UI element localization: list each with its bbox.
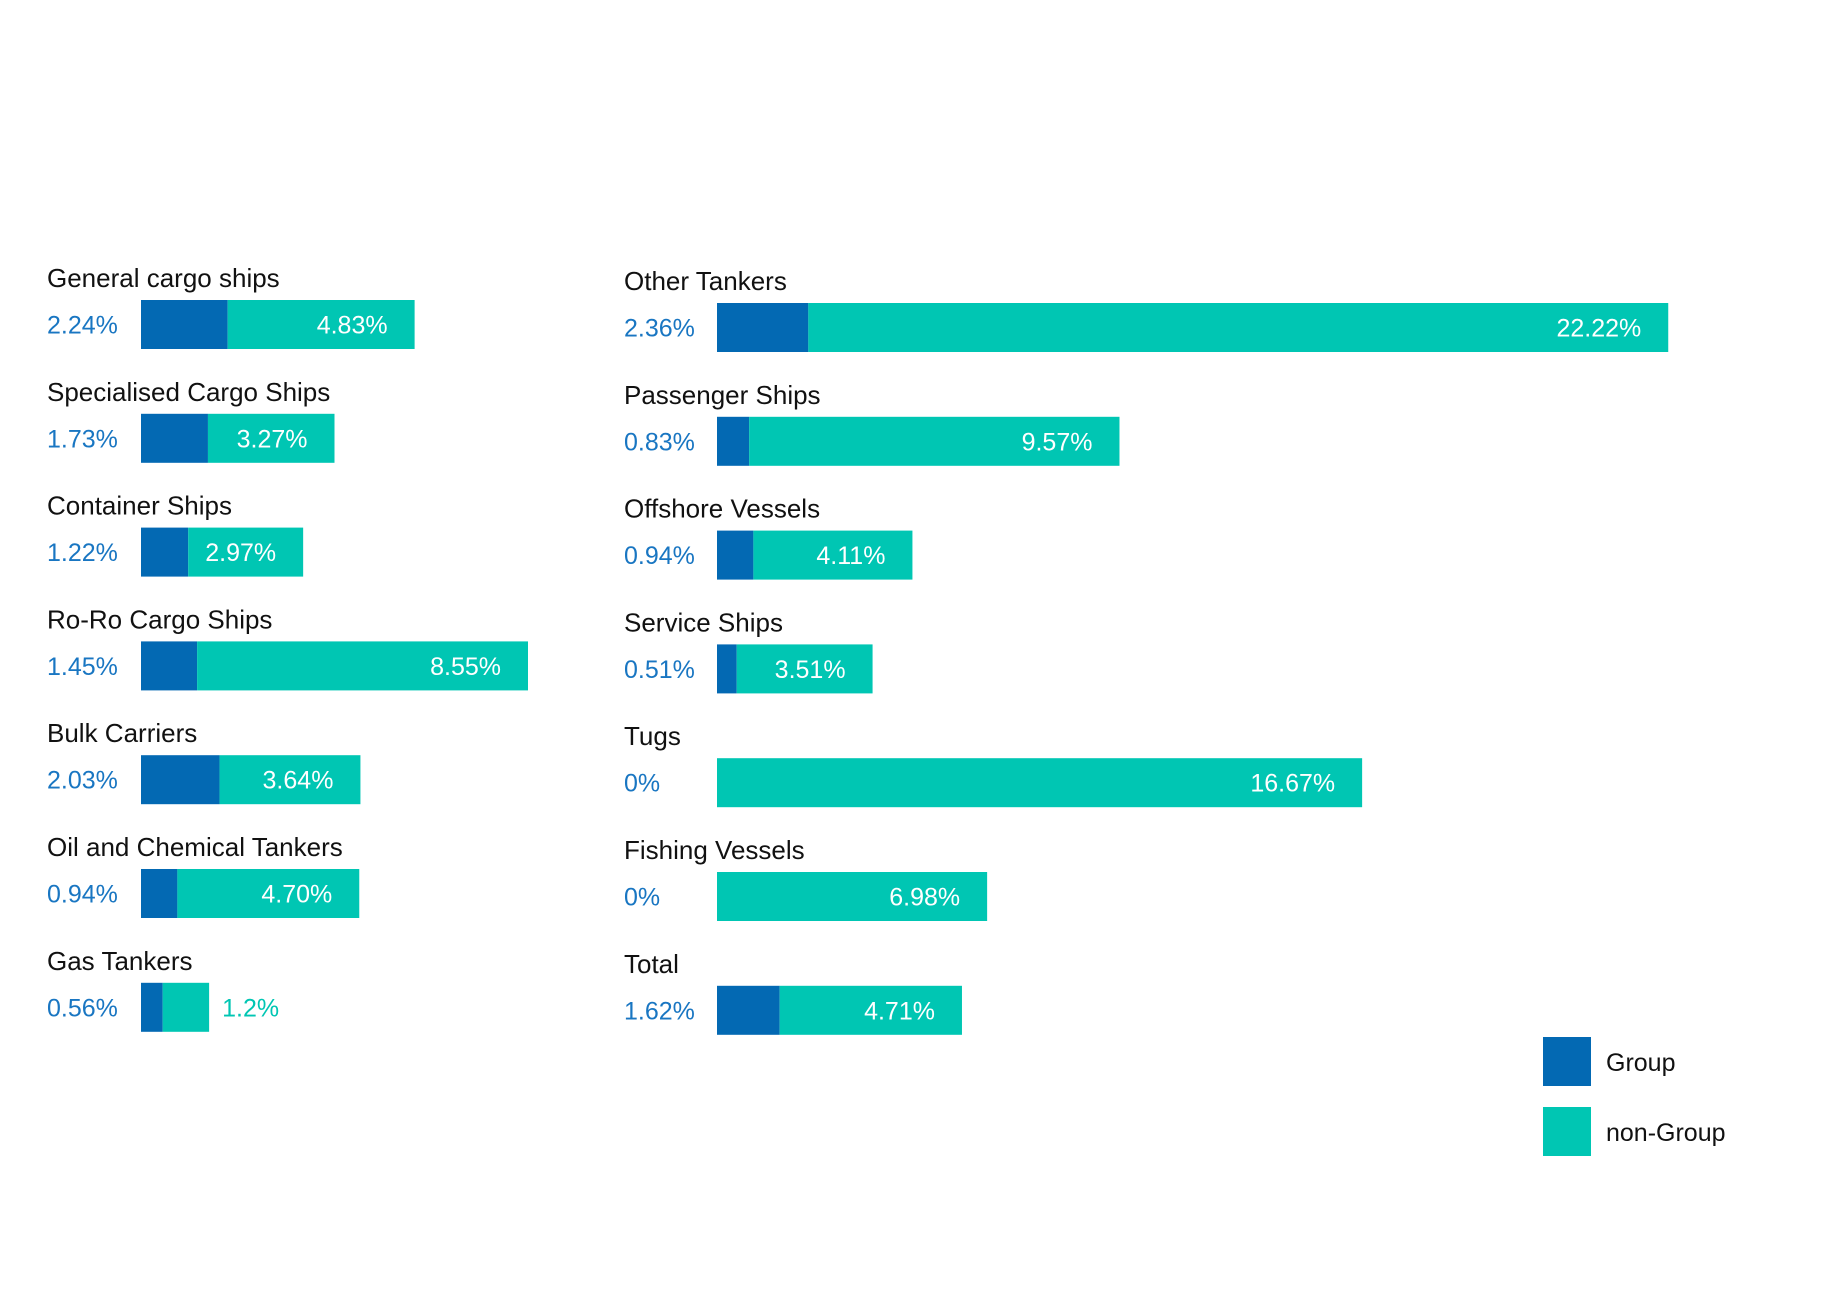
group-bar <box>717 303 809 352</box>
category-label: Specialised Cargo Ships <box>47 377 330 407</box>
group-bar <box>141 755 220 805</box>
non-group-bar <box>207 413 335 463</box>
legend-swatch-group <box>1543 1037 1591 1086</box>
group-value-label: 2.03% <box>47 767 118 795</box>
group-value-label: 1.73% <box>47 425 118 453</box>
group-bar <box>141 413 208 463</box>
group-value-label: 0.56% <box>47 994 118 1022</box>
group-value-label: 1.62% <box>624 997 695 1025</box>
non-group-value-label: 4.11% <box>816 542 885 570</box>
non-group-bar <box>227 300 415 349</box>
legend-swatch-non-group <box>1543 1107 1591 1156</box>
category-label: Service Ships <box>624 607 783 637</box>
group-value-label: 1.45% <box>47 653 118 681</box>
non-group-bar <box>808 303 1669 352</box>
non-group-value-label: 22.22% <box>1556 315 1641 343</box>
group-value-label: 0.94% <box>624 542 695 570</box>
category-label: Gas Tankers <box>47 946 192 976</box>
category-label: Offshore Vessels <box>624 494 820 524</box>
group-bar <box>141 641 198 691</box>
non-group-bar <box>736 644 873 694</box>
group-bar <box>141 527 189 577</box>
non-group-bar <box>749 416 1120 466</box>
non-group-value-label: 1.2% <box>222 994 279 1022</box>
group-value-label: 2.24% <box>47 312 118 340</box>
group-bar <box>717 644 737 694</box>
group-bar <box>717 416 750 466</box>
group-value-label: 2.36% <box>624 315 695 343</box>
non-group-value-label: 3.51% <box>775 656 846 684</box>
category-label: Fishing Vessels <box>624 835 805 865</box>
group-value-label: 1.22% <box>47 539 118 567</box>
group-bar <box>717 530 754 580</box>
non-group-value-label: 6.98% <box>889 884 960 912</box>
non-group-bar <box>753 530 913 580</box>
group-bar <box>717 985 780 1035</box>
non-group-value-label: 4.83% <box>317 312 388 340</box>
non-group-bar <box>188 527 304 577</box>
non-group-bar <box>779 985 962 1035</box>
group-bar <box>141 869 178 918</box>
category-label: Total <box>624 949 679 979</box>
category-label: Tugs <box>624 721 681 751</box>
legend-label-group: Group <box>1606 1049 1675 1077</box>
non-group-bar <box>717 758 1363 808</box>
non-group-bar <box>197 641 529 691</box>
non-group-value-label: 4.70% <box>261 881 332 909</box>
category-label: Container Ships <box>47 491 232 521</box>
category-label: Passenger Ships <box>624 380 821 410</box>
non-group-bar <box>162 982 210 1032</box>
group-value-label: 0% <box>624 770 660 798</box>
category-label: Other Tankers <box>624 266 787 296</box>
category-label: General cargo ships <box>47 263 280 293</box>
group-value-label: 0.51% <box>624 656 695 684</box>
group-value-label: 0.94% <box>47 881 118 909</box>
non-group-value-label: 3.27% <box>237 425 308 453</box>
non-group-value-label: 3.64% <box>263 767 334 795</box>
non-group-value-label: 16.67% <box>1250 770 1335 798</box>
category-label: Oil and Chemical Tankers <box>47 832 343 862</box>
group-bar <box>141 300 228 349</box>
non-group-bar <box>219 755 361 805</box>
non-group-bar <box>177 869 360 918</box>
non-group-value-label: 9.57% <box>1022 428 1093 456</box>
non-group-bar <box>717 872 988 921</box>
non-group-value-label: 2.97% <box>205 539 276 567</box>
non-group-value-label: 8.55% <box>430 653 501 681</box>
category-label: Ro-Ro Cargo Ships <box>47 604 272 634</box>
group-bar <box>141 982 163 1032</box>
group-value-label: 0% <box>624 884 660 912</box>
non-group-value-label: 4.71% <box>864 997 935 1025</box>
group-value-label: 0.83% <box>624 428 695 456</box>
category-label: Bulk Carriers <box>47 718 197 748</box>
legend-label-non-group: non-Group <box>1606 1119 1726 1147</box>
